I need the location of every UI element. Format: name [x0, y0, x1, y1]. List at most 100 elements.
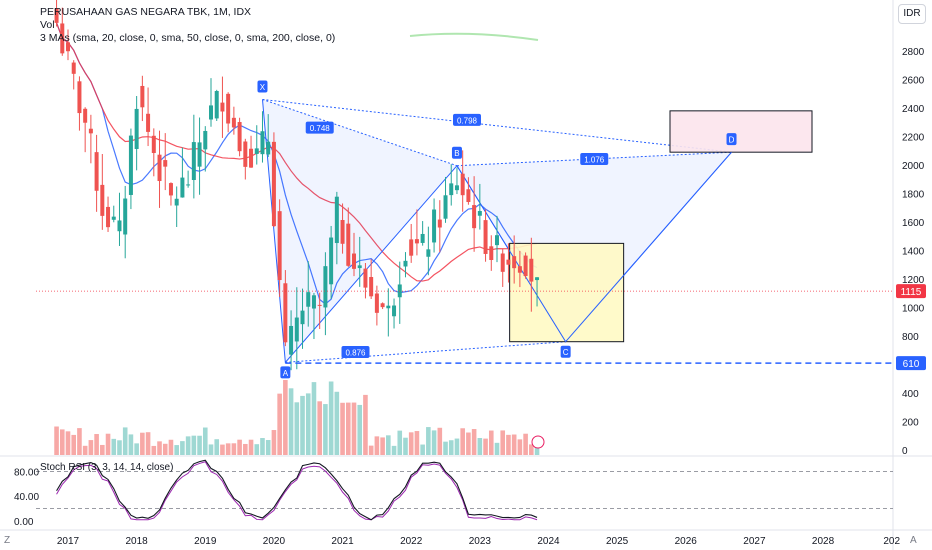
candle-body	[214, 91, 219, 119]
point-label-a: A	[283, 369, 289, 378]
volume-bar	[185, 436, 191, 455]
volume-bar	[94, 434, 99, 455]
candle-body	[260, 131, 265, 155]
volume-bar	[380, 437, 385, 455]
pattern-ratio-line	[262, 98, 732, 153]
candle-body	[283, 283, 288, 343]
volume-bar	[454, 438, 460, 455]
volume-bar	[248, 439, 254, 455]
volume-bar	[426, 427, 431, 455]
volume-bar	[443, 441, 448, 455]
x-tick-label: 2022	[400, 536, 423, 547]
auto-scale-icon[interactable]: A	[910, 535, 917, 546]
ratio-label: 1.076	[584, 155, 605, 164]
volume-bar	[403, 437, 408, 455]
volume-bar	[59, 429, 65, 455]
volume-bar	[328, 381, 334, 455]
volume-bar	[391, 445, 397, 455]
volume-bar	[82, 445, 88, 455]
candle-body	[271, 141, 276, 227]
volume-bar	[283, 379, 288, 455]
ratio-label-bg	[305, 121, 334, 134]
x-tick-label: 2017	[57, 536, 80, 547]
point-label-b: B	[454, 149, 459, 158]
volume-bar	[448, 440, 454, 455]
volume-bar	[243, 443, 248, 455]
candle-body	[140, 85, 145, 108]
candle-body	[317, 304, 322, 306]
volume-bar	[100, 444, 105, 455]
x-tick-label: 2023	[469, 536, 492, 547]
ratio-label-bg	[453, 113, 481, 126]
volume-bar	[180, 441, 185, 455]
volume-bar	[494, 442, 500, 455]
x-tick-label: 2020	[263, 536, 286, 547]
y-tick-label: 1000	[902, 304, 925, 315]
candle-body	[197, 142, 202, 167]
chart-title: PERUSAHAAN GAS NEGARA TBK, 1M, IDX	[40, 6, 252, 18]
candle-body	[340, 220, 345, 244]
volume-bar	[128, 434, 134, 455]
candle-body	[403, 260, 408, 267]
volume-bar	[140, 432, 145, 455]
y-tick-label: 2400	[902, 104, 925, 115]
x-tick-label: 2026	[675, 536, 698, 547]
candle-body	[363, 268, 368, 288]
volume-bar	[88, 440, 94, 455]
volume-bar	[500, 430, 506, 455]
candle-body	[220, 102, 225, 112]
moving-averages-legend: 3 MAs (sma, 20, close, 0, sma, 50, close…	[40, 32, 336, 44]
volume-bar	[225, 443, 231, 455]
drawing-stroke	[409, 32, 539, 41]
volume-bar	[202, 427, 208, 455]
timezone-icon[interactable]: Z	[4, 535, 11, 546]
x-tick-label: 2021	[331, 536, 354, 547]
candle-body	[180, 177, 185, 198]
volume-bar	[408, 432, 414, 455]
x-tick-label: 2025	[606, 536, 629, 547]
candle-body	[157, 154, 162, 182]
y-tick-label: 1200	[902, 275, 925, 286]
volume-bar	[357, 404, 363, 455]
volume-bar	[111, 438, 117, 455]
candle-body	[420, 233, 425, 243]
candle-body	[111, 216, 116, 220]
volume-bar	[374, 436, 380, 455]
currency-button[interactable]: IDR	[898, 4, 926, 24]
stoch-k-line	[56, 459, 538, 521]
volume-bar	[305, 393, 311, 455]
candle-body	[191, 142, 196, 180]
candle-body	[123, 198, 128, 235]
volume-bar	[517, 439, 523, 455]
volume-bar	[265, 440, 271, 455]
candle-body	[449, 183, 454, 196]
ratio-label: 0.876	[345, 349, 366, 358]
candle-body	[466, 189, 471, 202]
volume-bar	[277, 393, 282, 455]
volume-bar	[311, 382, 317, 455]
pattern-ratio-line	[285, 341, 566, 363]
candle-body	[506, 259, 511, 265]
volume-bars	[54, 379, 540, 455]
candle-body	[128, 135, 133, 195]
target-zone-d	[669, 110, 813, 153]
candle-body	[483, 220, 488, 254]
candle-body	[323, 266, 328, 308]
ratio-label-bg	[341, 346, 370, 359]
volume-bar	[271, 430, 277, 455]
candle-body	[226, 93, 231, 124]
stoch-tick-label: 40.00	[14, 492, 39, 503]
stoch-rsi-legend: Stoch RSI (3, 3, 14, 14, close)	[40, 462, 174, 473]
volume-bar	[300, 395, 305, 455]
x-tick-label: 2024	[537, 536, 560, 547]
candle-body	[357, 265, 362, 269]
candle-body	[289, 325, 294, 355]
volume-bar	[397, 430, 403, 455]
point-label-c-bg	[560, 345, 571, 358]
candle-body	[414, 239, 419, 244]
volume-bar	[157, 441, 162, 455]
volume-bar	[71, 434, 77, 455]
volume-bar	[414, 431, 420, 455]
volume-bar	[220, 444, 225, 455]
